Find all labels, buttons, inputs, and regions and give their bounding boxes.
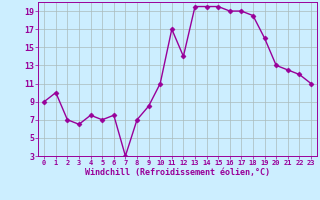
X-axis label: Windchill (Refroidissement éolien,°C): Windchill (Refroidissement éolien,°C) bbox=[85, 168, 270, 177]
